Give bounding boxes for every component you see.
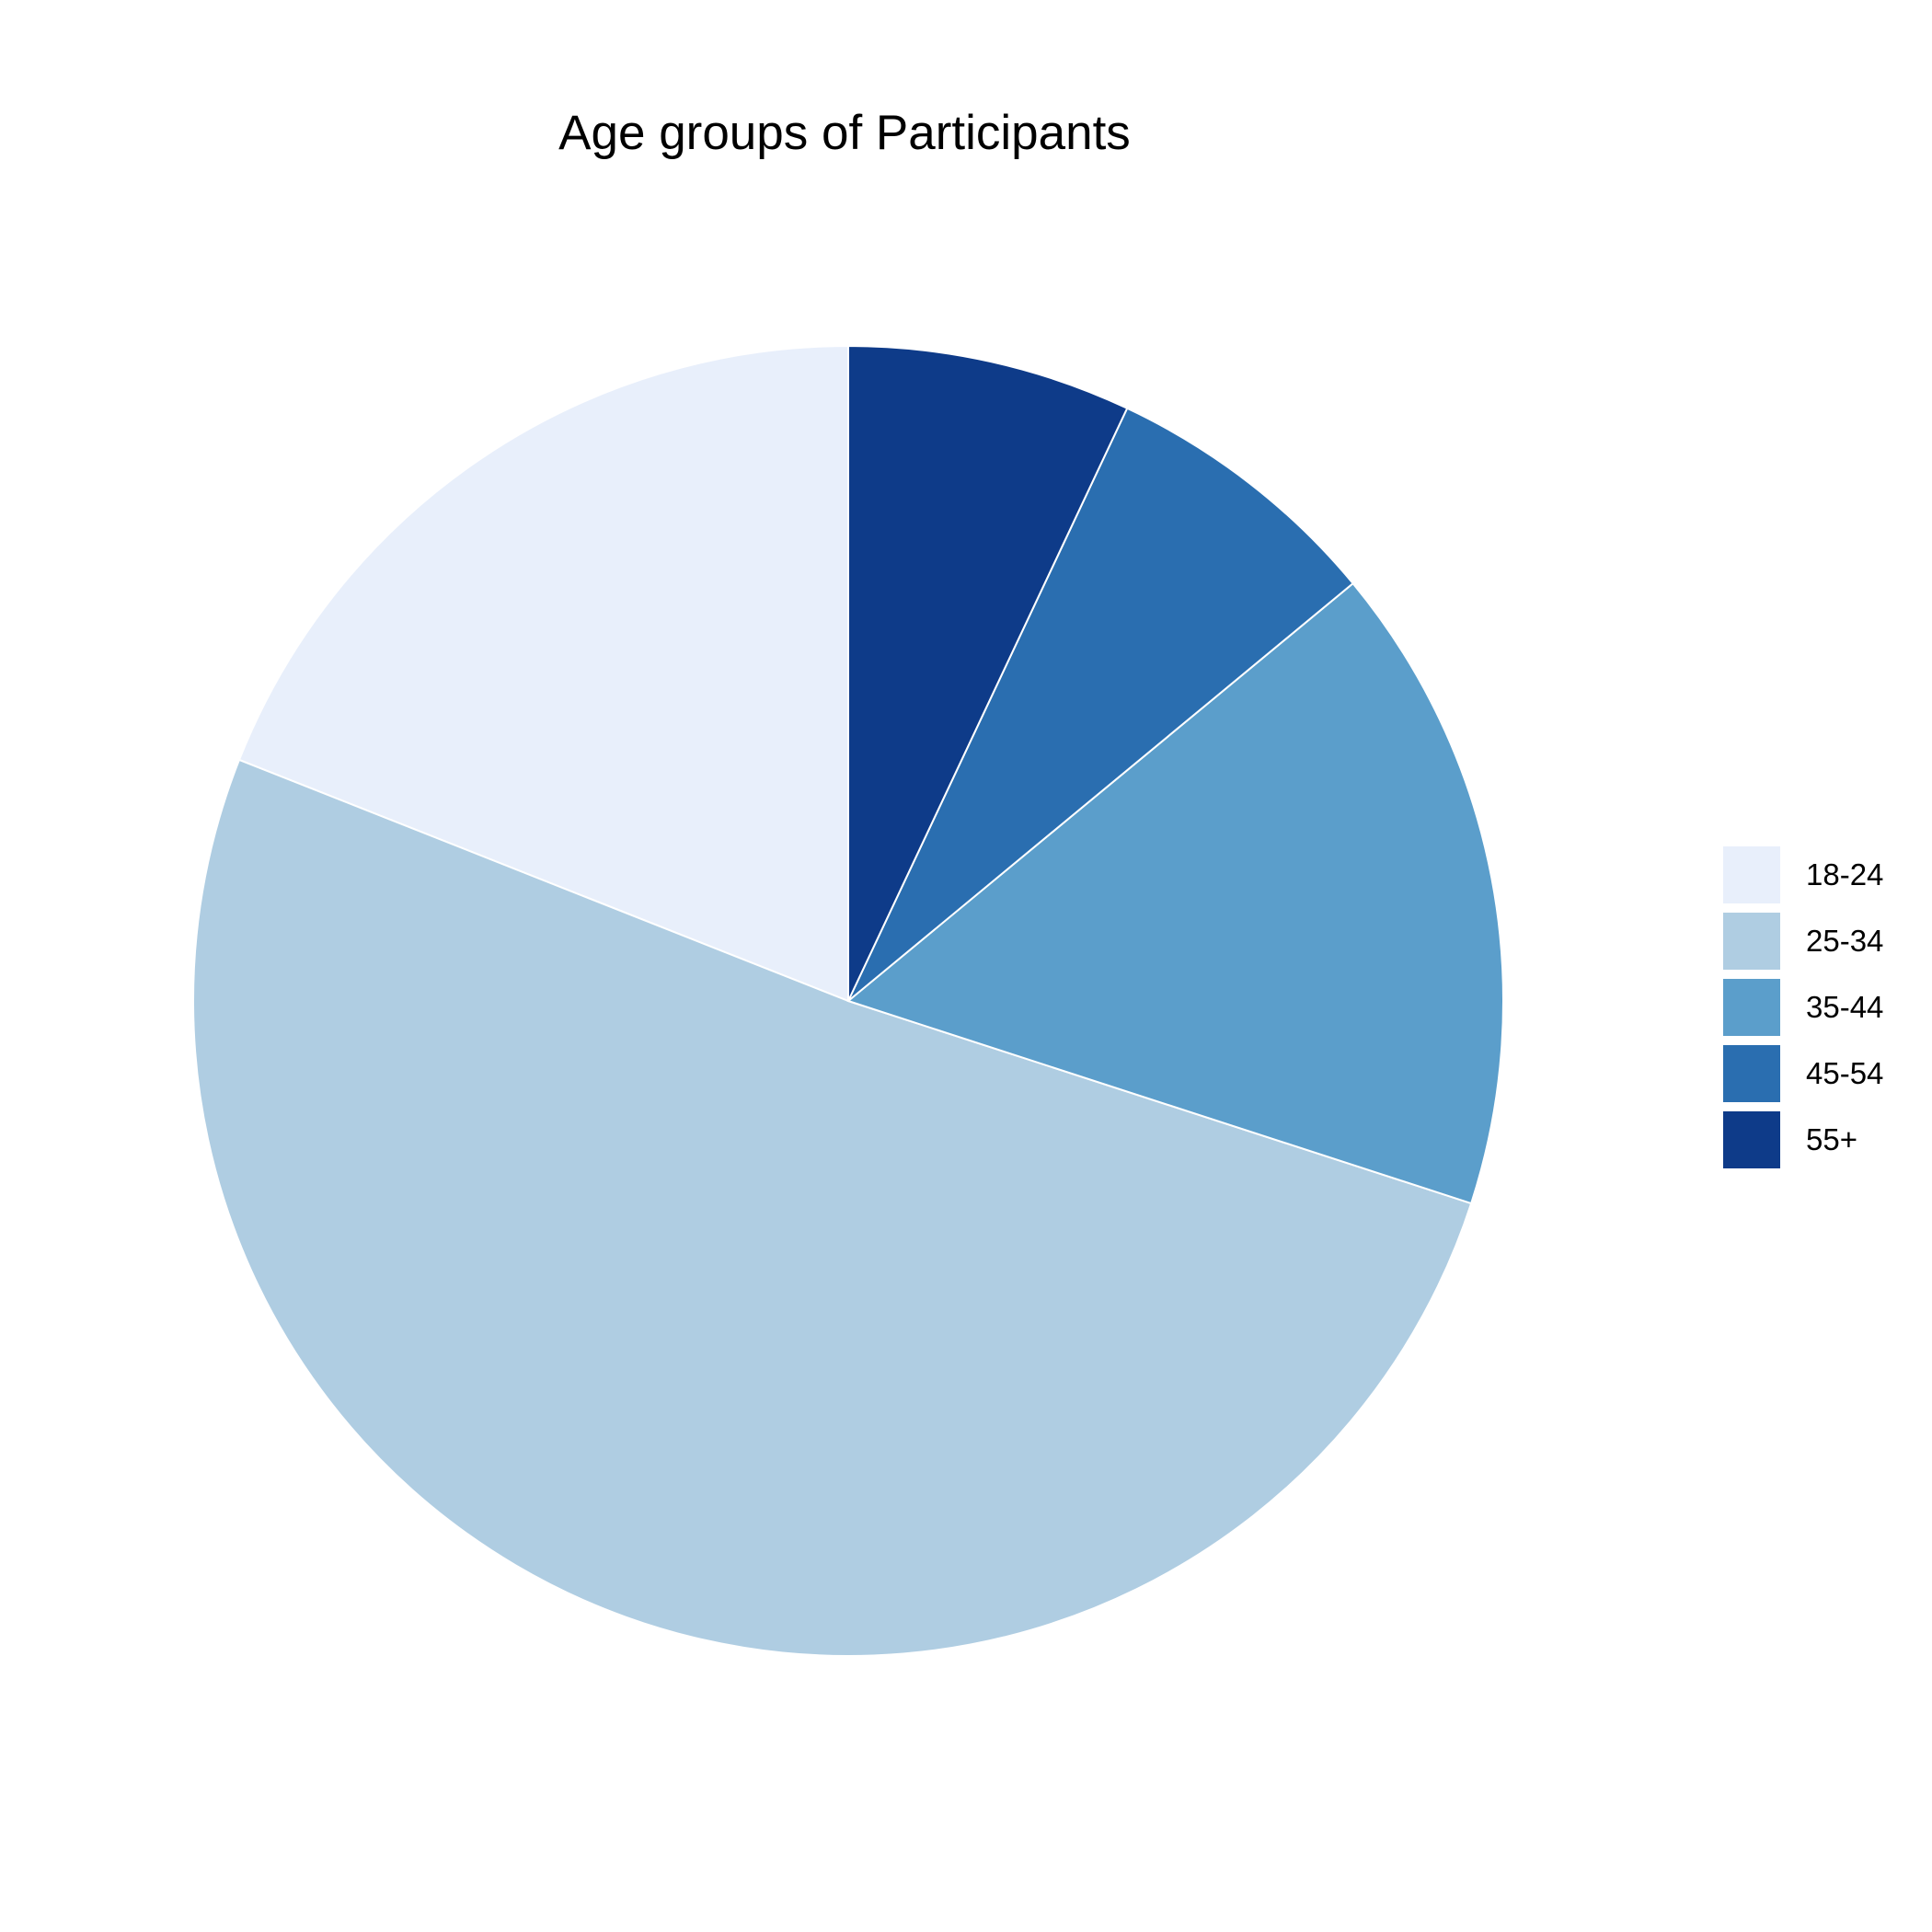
legend-swatch bbox=[1721, 911, 1782, 972]
pie-slice-55+ bbox=[847, 344, 1129, 1002]
legend-label: 55+ bbox=[1806, 1122, 1857, 1156]
pie-slice-35-44 bbox=[845, 581, 1504, 1205]
legend-swatch bbox=[1721, 1043, 1782, 1104]
pie-slice-18-24 bbox=[237, 344, 849, 1003]
legend: 18-24 25-34 35-44 45-54 55+ bbox=[1721, 842, 1883, 1173]
legend-swatch bbox=[1721, 1110, 1782, 1170]
legend-label: 45-54 bbox=[1806, 1056, 1884, 1090]
legend-swatch bbox=[1721, 845, 1782, 905]
pie-slice-25-34 bbox=[191, 758, 1473, 1657]
chart-title: Age groups of Participants bbox=[558, 106, 1131, 160]
pie-slice-45-54 bbox=[847, 407, 1355, 1002]
legend-item-45-54: 45-54 bbox=[1721, 1041, 1883, 1107]
legend-item-55+: 55+ bbox=[1721, 1107, 1883, 1173]
legend-label: 35-44 bbox=[1806, 990, 1884, 1024]
legend-label: 25-34 bbox=[1806, 924, 1884, 958]
legend-label: 18-24 bbox=[1806, 857, 1884, 891]
legend-item-25-34: 25-34 bbox=[1721, 908, 1883, 974]
legend-swatch bbox=[1721, 977, 1782, 1038]
legend-item-18-24: 18-24 bbox=[1721, 842, 1883, 908]
legend-item-35-44: 35-44 bbox=[1721, 974, 1883, 1041]
